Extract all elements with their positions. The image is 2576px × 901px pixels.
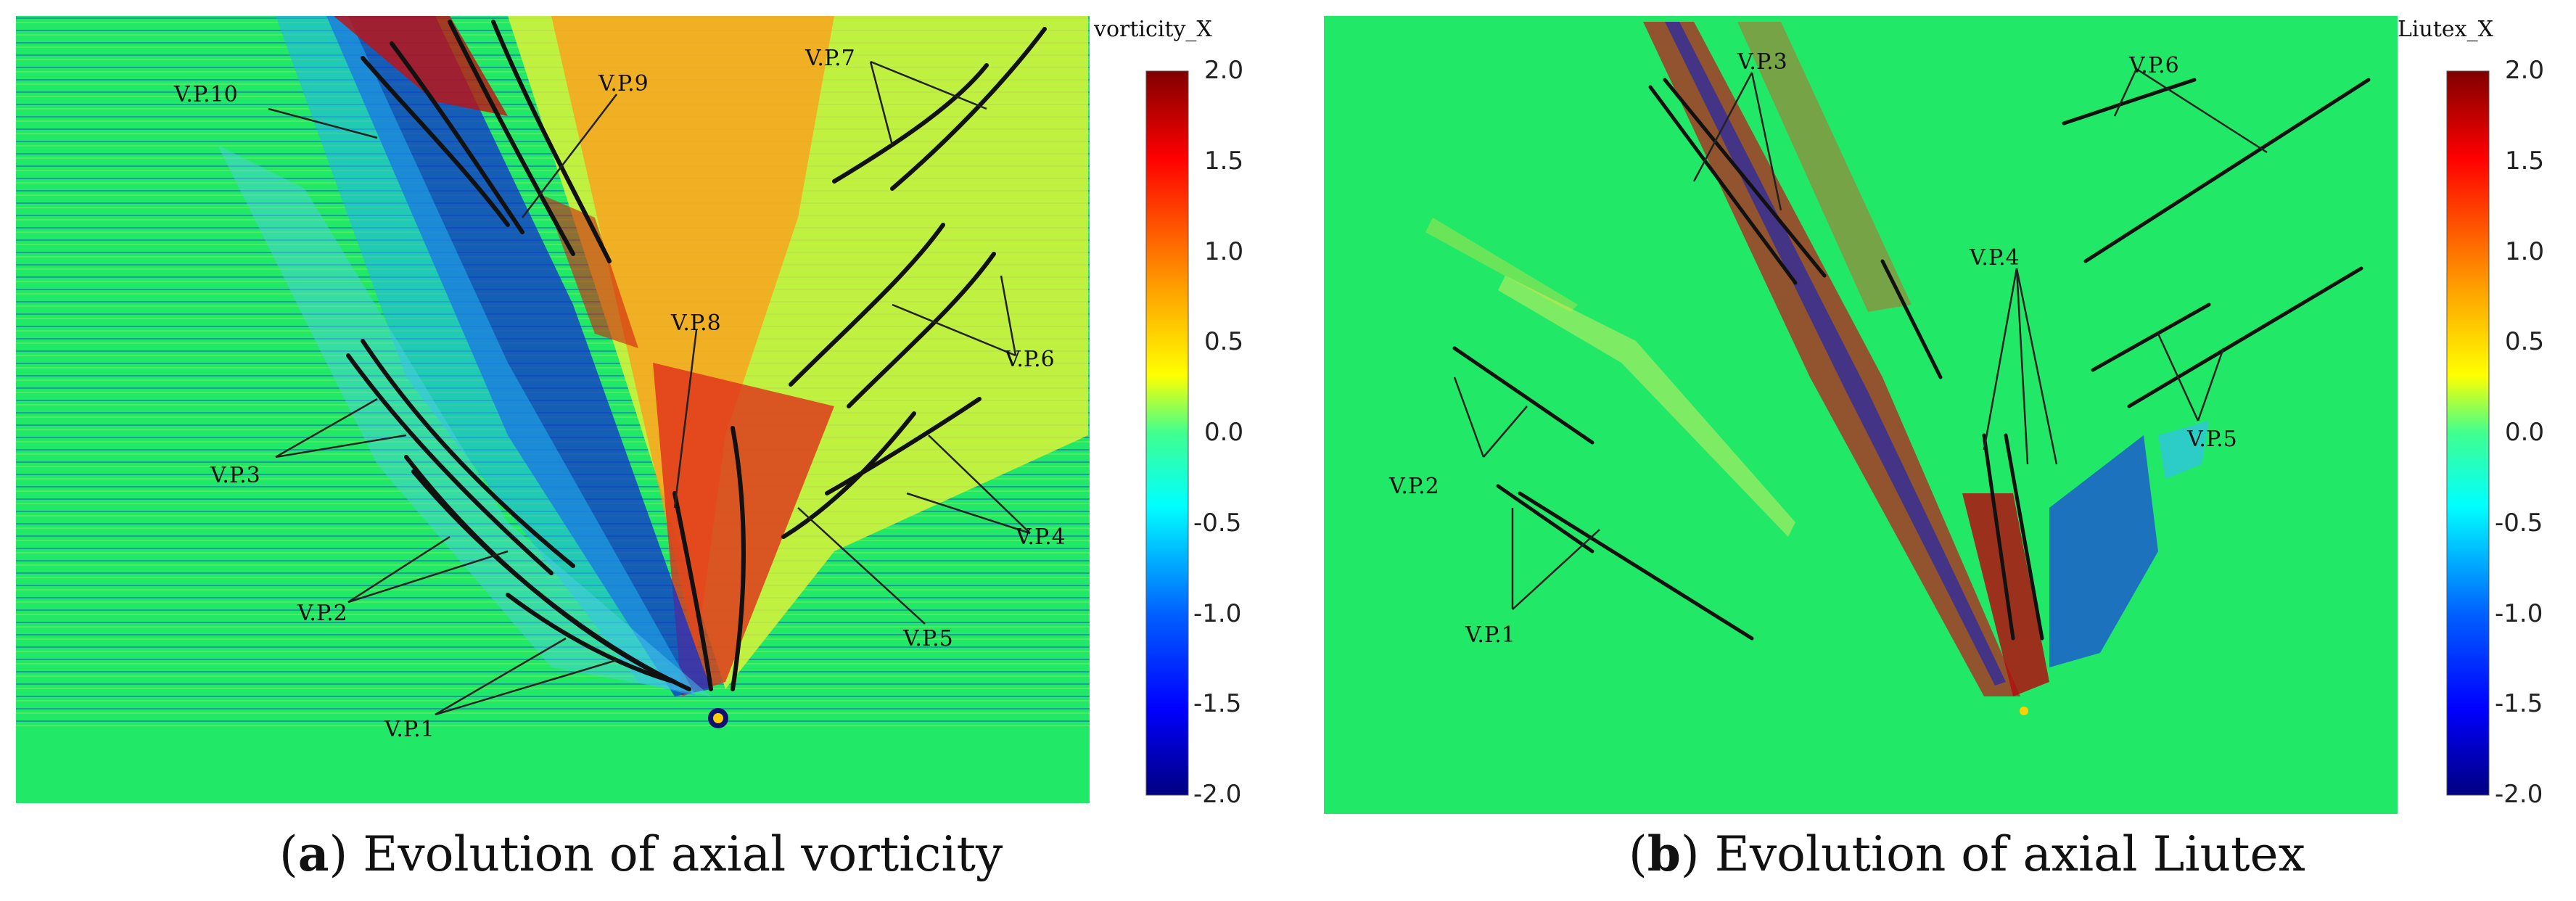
tick-label: 0.0: [1204, 418, 1243, 447]
label-vp4: V.P.4: [1015, 524, 1066, 550]
tick-label: 1.5: [1204, 147, 1243, 176]
tick-label: 0.0: [2505, 418, 2544, 447]
caption-letter: b: [1647, 826, 1681, 882]
label-vp2: V.P.2: [1388, 474, 1439, 499]
colorbar-title: Liutex_X: [2398, 17, 2494, 42]
tick-label: 1.0: [2505, 237, 2544, 266]
tick-label: 2.0: [1204, 56, 1243, 85]
tick-label: 2.0: [2505, 56, 2544, 85]
panel-b-figure: V.P.3 V.P.6 V.P.4 V.P.5 V.P.2 V.P.1 Liut…: [1324, 16, 2544, 814]
panel-a-figure: V.P.10 V.P.9 V.P.8 V.P.7 V.P.6 V.P.5 V.P…: [16, 16, 1243, 809]
caption-text: Evolution of axial Liutex: [1699, 826, 2305, 882]
tick-label: 0.5: [1204, 327, 1243, 356]
label-vp9: V.P.9: [598, 71, 649, 96]
tick-label: 1.5: [2505, 147, 2544, 176]
label-vp4: V.P.4: [1969, 245, 2020, 271]
caption-text: Evolution of axial vorticity: [347, 826, 1003, 882]
tick-label: -0.5: [1193, 509, 1241, 538]
label-vp6: V.P.6: [2128, 53, 2179, 78]
tick-label: -1.0: [1193, 599, 1241, 628]
colorbar-title: vorticity_X: [1093, 17, 1212, 42]
label-vp7: V.P.7: [805, 46, 855, 71]
caption-a: (a) Evolution of axial vorticity: [279, 826, 1003, 882]
label-vp3: V.P.3: [1737, 49, 1787, 75]
tick-label: 0.5: [2505, 327, 2544, 356]
colorbar: [2446, 70, 2490, 796]
label-vp3: V.P.3: [210, 463, 260, 488]
tick-label: -1.5: [1193, 689, 1241, 718]
label-vp1: V.P.1: [1465, 622, 1515, 648]
panel-a-axial-vorticity: V.P.10 V.P.9 V.P.8 V.P.7 V.P.6 V.P.5 V.P…: [16, 16, 1243, 882]
label-vp1: V.P.1: [384, 717, 435, 742]
tick-label: -1.5: [2495, 689, 2543, 718]
label-vp5: V.P.5: [902, 626, 953, 651]
tick-label: -2.0: [2495, 780, 2543, 809]
label-vp6: V.P.6: [1004, 347, 1055, 372]
tick-label: -1.0: [2495, 599, 2543, 628]
label-vp10: V.P.10: [173, 82, 238, 107]
label-vp2: V.P.2: [297, 601, 347, 626]
tick-label: 1.0: [1204, 237, 1243, 266]
label-vp5: V.P.5: [2186, 427, 2237, 452]
tick-label: -2.0: [1193, 780, 1241, 809]
caption-b: (b) Evolution of axial Liutex: [1629, 826, 2305, 882]
colorbar: [1145, 70, 1189, 796]
tick-label: -0.5: [2495, 509, 2543, 538]
caption-letter: a: [297, 826, 329, 882]
panel-b-axial-liutex: V.P.3 V.P.6 V.P.4 V.P.5 V.P.2 V.P.1 Liut…: [1288, 0, 2576, 901]
label-vp8: V.P.8: [670, 310, 721, 336]
